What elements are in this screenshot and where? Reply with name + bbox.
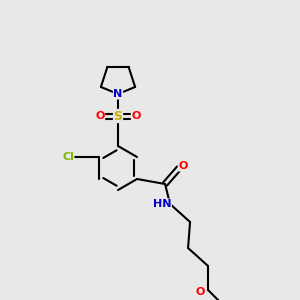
Text: O: O bbox=[195, 287, 205, 297]
Text: S: S bbox=[113, 110, 122, 122]
Text: O: O bbox=[131, 111, 141, 121]
Text: O: O bbox=[178, 161, 188, 171]
Text: HN: HN bbox=[153, 199, 171, 209]
Text: N: N bbox=[113, 89, 123, 99]
Text: O: O bbox=[95, 111, 105, 121]
Text: Cl: Cl bbox=[62, 152, 74, 162]
